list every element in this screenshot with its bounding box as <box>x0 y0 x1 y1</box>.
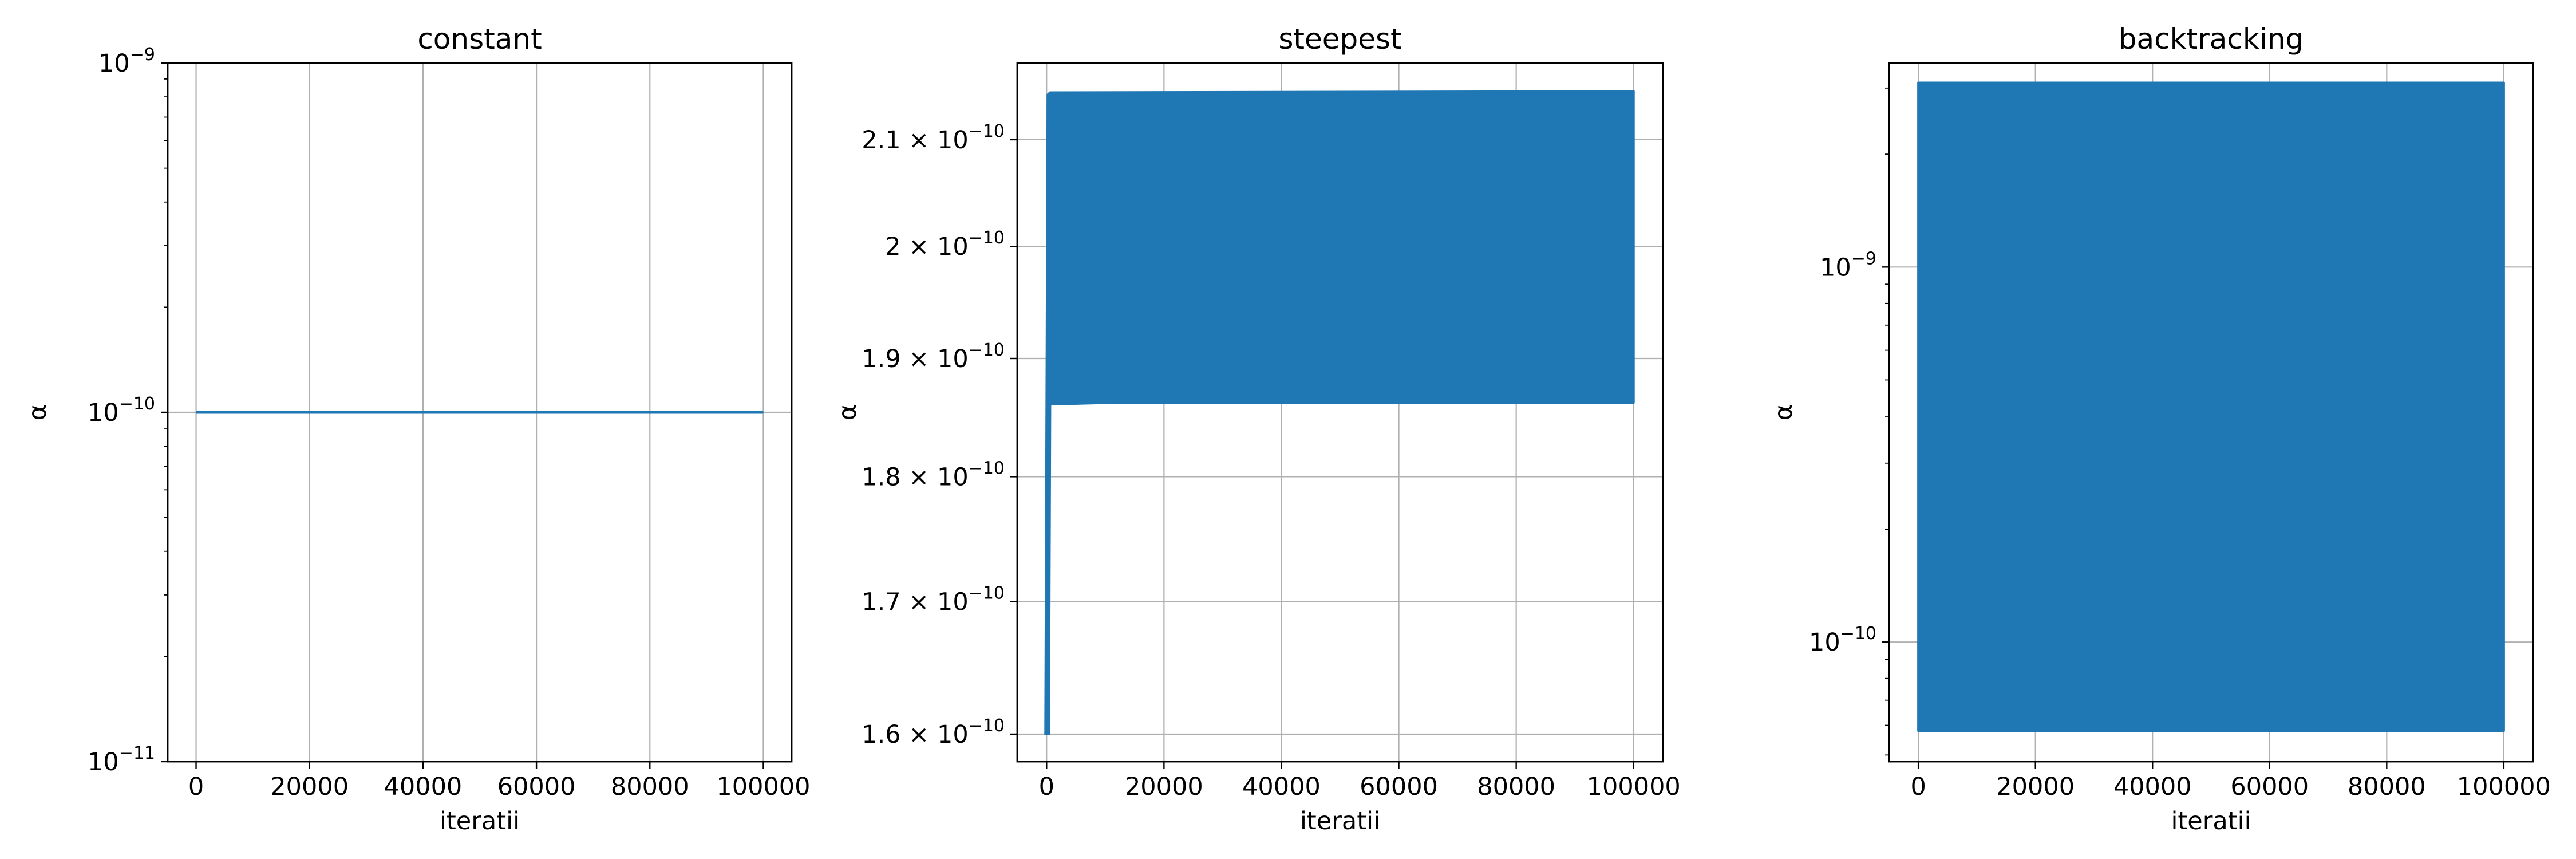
x-tick-label: 60000 <box>2230 773 2309 801</box>
x-tick-label: 60000 <box>497 773 576 801</box>
axes-frame <box>1016 62 1664 763</box>
x-tick-label: 20000 <box>270 773 349 801</box>
subplot-steepest: 0 20000 40000 60000 80000 100000 1.6 × 10−10 1.… <box>833 22 1681 836</box>
x-tick-label: 0 <box>188 773 204 801</box>
subplot-title: constant <box>417 22 542 56</box>
x-tick-label: 80000 <box>611 773 689 801</box>
y-tick-label: 10−9 <box>98 45 155 78</box>
subplot-title: steepest <box>1278 22 1401 56</box>
y-tick-label: 10−10 <box>1809 624 1876 657</box>
x-tick-label: 100000 <box>2457 773 2551 801</box>
x-axis-label: iteratii <box>1300 807 1380 836</box>
x-tick-label: 100000 <box>716 773 810 801</box>
y-tick-label: 1.9 × 10−10 <box>862 340 1005 373</box>
x-tick-label: 40000 <box>1242 773 1321 801</box>
x-tick-label: 40000 <box>384 773 463 801</box>
x-tick-label: 20000 <box>1996 773 2075 801</box>
x-tick-label: 80000 <box>2348 773 2426 801</box>
x-tick-label: 100000 <box>1587 773 1681 801</box>
x-tick-label: 0 <box>1910 773 1926 801</box>
plot-area <box>1044 90 1635 735</box>
subplot-constant: 0 20000 40000 60000 80000 100000 10−11 10−10 10−… <box>23 22 811 836</box>
y-axis-label: α <box>23 404 52 420</box>
y-tick-label: 10−10 <box>88 394 155 427</box>
x-tick-label: 20000 <box>1125 773 1203 801</box>
x-axis-label: iteratii <box>440 807 520 836</box>
y-tick-label: 1.6 × 10−10 <box>862 716 1005 749</box>
subplot-backtracking: 0 20000 40000 60000 80000 100000 10−10 10−9 back… <box>1769 22 2551 836</box>
x-tick-label: 40000 <box>2113 773 2192 801</box>
x-axis-label: iteratii <box>2171 807 2251 836</box>
x-tick-label: 80000 <box>1477 773 1555 801</box>
subplot-title: backtracking <box>2119 22 2304 56</box>
y-tick-label: 10−9 <box>1820 249 1876 282</box>
series-band <box>1044 90 1635 735</box>
series-band <box>1917 81 2505 732</box>
y-tick-label: 10−11 <box>88 743 155 777</box>
y-tick-label: 2.1 × 10−10 <box>862 121 1005 155</box>
y-axis-label: α <box>833 404 862 420</box>
x-tick-label: 60000 <box>1360 773 1438 801</box>
y-tick-label: 2 × 10−10 <box>885 228 1005 261</box>
y-axis-label: α <box>1769 404 1798 420</box>
y-tick-label: 1.8 × 10−10 <box>862 458 1005 491</box>
y-tick-label: 1.7 × 10−10 <box>862 584 1005 617</box>
x-tick-label: 0 <box>1039 773 1054 801</box>
axes-frame <box>1888 62 2534 763</box>
plot-area <box>1917 81 2505 732</box>
